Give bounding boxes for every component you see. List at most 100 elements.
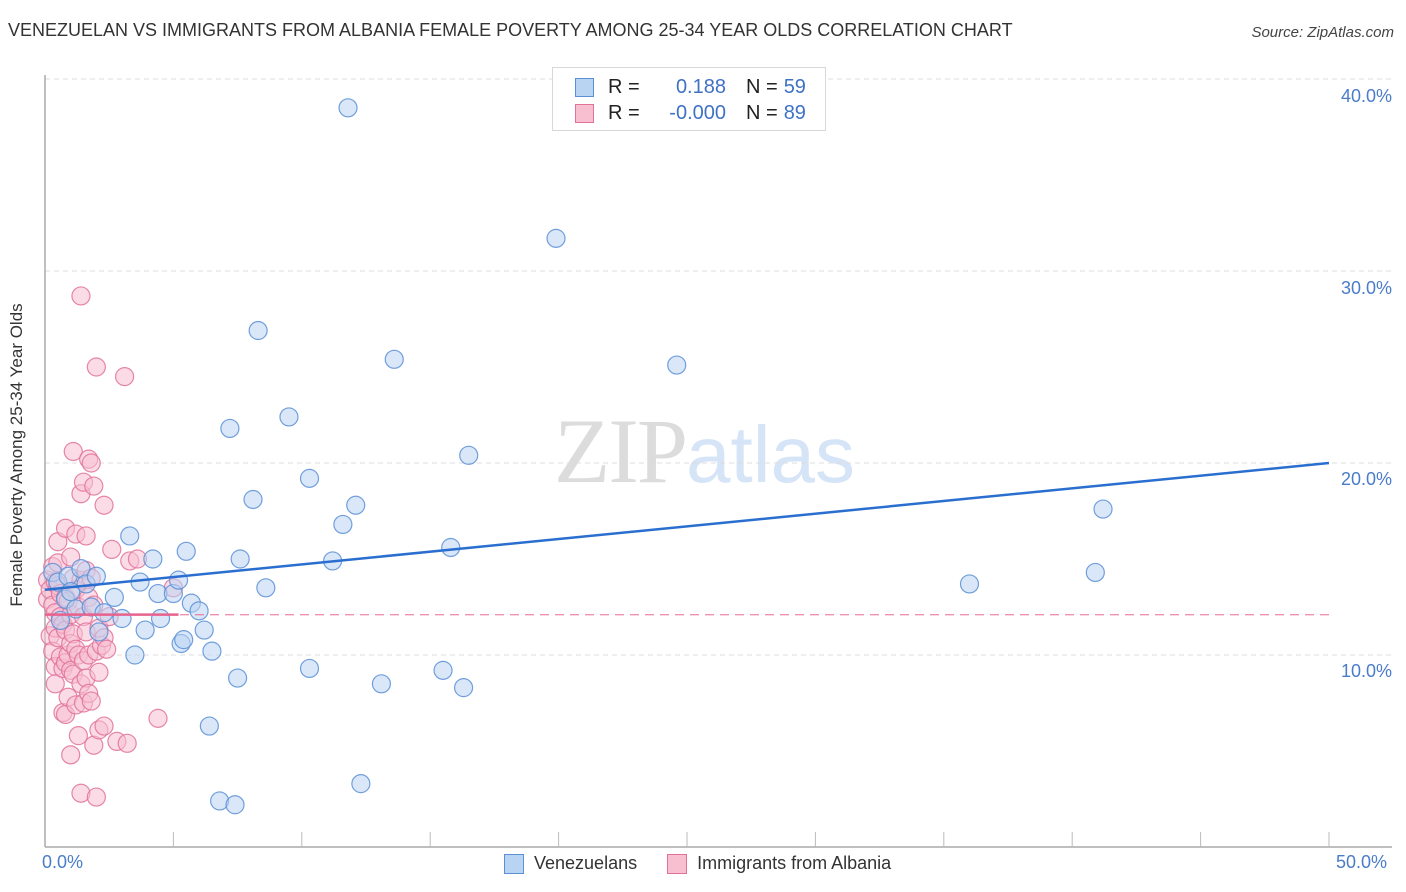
albania-points (37, 286, 183, 807)
data-point[interactable] (441, 537, 461, 558)
data-point[interactable] (94, 716, 114, 736)
data-point[interactable] (667, 355, 687, 375)
n-value: 89 (783, 101, 806, 124)
data-point[interactable] (384, 349, 404, 369)
data-point[interactable] (199, 716, 219, 736)
y-tick-10: 10.0% (1340, 661, 1392, 681)
data-point[interactable] (202, 641, 222, 661)
data-point[interactable] (63, 441, 83, 462)
correlation-legend: R = 0.188 N = 59 R = -0.000 N = 89 (552, 67, 826, 131)
y-axis-label: Female Poverty Among 25-34 Year Olds (7, 303, 26, 607)
data-point[interactable] (76, 526, 96, 546)
data-point[interactable] (299, 468, 320, 488)
data-point[interactable] (299, 658, 320, 679)
r-label: R = (608, 75, 640, 98)
data-point[interactable] (45, 674, 65, 694)
data-point[interactable] (959, 574, 980, 594)
data-point[interactable] (228, 668, 248, 688)
data-point[interactable] (86, 357, 106, 377)
data-point[interactable] (546, 228, 566, 248)
x-axis-ticks (172, 832, 1330, 847)
venezuelans-trend-line (44, 461, 1330, 591)
data-point[interactable] (81, 691, 101, 711)
data-point[interactable] (112, 608, 132, 629)
data-point[interactable] (68, 726, 88, 746)
data-point[interactable] (120, 526, 140, 546)
data-point[interactable] (1085, 562, 1105, 583)
axes (44, 75, 1392, 848)
data-point[interactable] (125, 645, 145, 665)
data-point[interactable] (248, 320, 268, 341)
data-point[interactable] (333, 514, 353, 535)
data-point[interactable] (243, 489, 263, 510)
data-point[interactable] (97, 639, 117, 659)
data-point[interactable] (50, 610, 71, 631)
watermark-zip: ZIP (554, 400, 688, 502)
trend-lines (44, 461, 1330, 616)
legend-row-venezuelans: R = 0.188 N = 59 (575, 75, 806, 99)
data-point[interactable] (86, 566, 106, 586)
data-point[interactable] (220, 418, 240, 439)
x-tick-50: 50.0% (1336, 852, 1388, 872)
data-point[interactable] (81, 453, 101, 473)
y-tick-20: 20.0% (1340, 469, 1392, 489)
data-point[interactable] (102, 539, 122, 560)
n-label: N = (746, 75, 778, 98)
data-point[interactable] (338, 98, 358, 118)
series-legend: Venezuelans Immigrants from Albania (504, 853, 921, 874)
data-point[interactable] (150, 608, 171, 629)
venezuelan-points (43, 98, 1113, 815)
y-tick-40: 40.0% (1340, 86, 1392, 106)
data-point[interactable] (89, 622, 109, 642)
data-point[interactable] (433, 660, 453, 680)
watermark-atlas: atlas (686, 410, 855, 499)
r-value: -0.000 (669, 101, 726, 124)
data-point[interactable] (117, 733, 137, 753)
data-point[interactable] (459, 445, 479, 465)
data-point[interactable] (230, 549, 250, 569)
r-label: R = (608, 101, 640, 124)
data-point[interactable] (84, 476, 104, 496)
data-point[interactable] (61, 745, 81, 765)
albania-swatch-icon (667, 853, 688, 874)
legend-label: Venezuelans (534, 853, 638, 873)
data-point[interactable] (174, 630, 194, 650)
n-value: 59 (783, 75, 806, 98)
legend-label: Immigrants from Albania (697, 853, 892, 873)
data-point[interactable] (279, 407, 299, 427)
data-point[interactable] (94, 603, 114, 623)
legend-row-albania: R = -0.000 N = 89 (575, 101, 806, 125)
data-point[interactable] (351, 774, 371, 794)
data-point[interactable] (94, 495, 114, 515)
data-point[interactable] (168, 570, 189, 590)
data-point[interactable] (115, 367, 135, 387)
r-value: 0.188 (675, 75, 726, 98)
source-label: Source: ZipAtlas.com (1251, 24, 1394, 41)
venezuelans-swatch-icon (504, 853, 524, 874)
data-point[interactable] (176, 541, 196, 561)
n-label: N = (746, 101, 778, 124)
data-point[interactable] (194, 620, 214, 640)
data-point[interactable] (453, 678, 474, 698)
data-point[interactable] (346, 495, 366, 515)
data-point[interactable] (86, 787, 106, 807)
data-point[interactable] (143, 549, 163, 569)
data-point[interactable] (89, 662, 109, 682)
data-point[interactable] (1093, 499, 1113, 519)
chart-title: VENEZUELAN VS IMMIGRANTS FROM ALBANIA FE… (8, 20, 1013, 40)
data-point[interactable] (135, 620, 155, 640)
data-point[interactable] (148, 708, 168, 728)
albania-swatch-icon (575, 103, 594, 123)
data-point[interactable] (256, 578, 276, 598)
data-point[interactable] (104, 587, 124, 608)
legend-item-venezuelans[interactable]: Venezuelans (504, 853, 637, 874)
data-point[interactable] (71, 286, 91, 306)
y-tick-30: 30.0% (1340, 278, 1392, 298)
legend-item-albania[interactable]: Immigrants from Albania (667, 853, 891, 874)
data-point[interactable] (225, 795, 245, 815)
x-tick-0: 0.0% (42, 852, 84, 872)
venezuelans-swatch-icon (575, 77, 594, 97)
data-point[interactable] (371, 674, 392, 694)
data-point[interactable] (189, 601, 209, 621)
